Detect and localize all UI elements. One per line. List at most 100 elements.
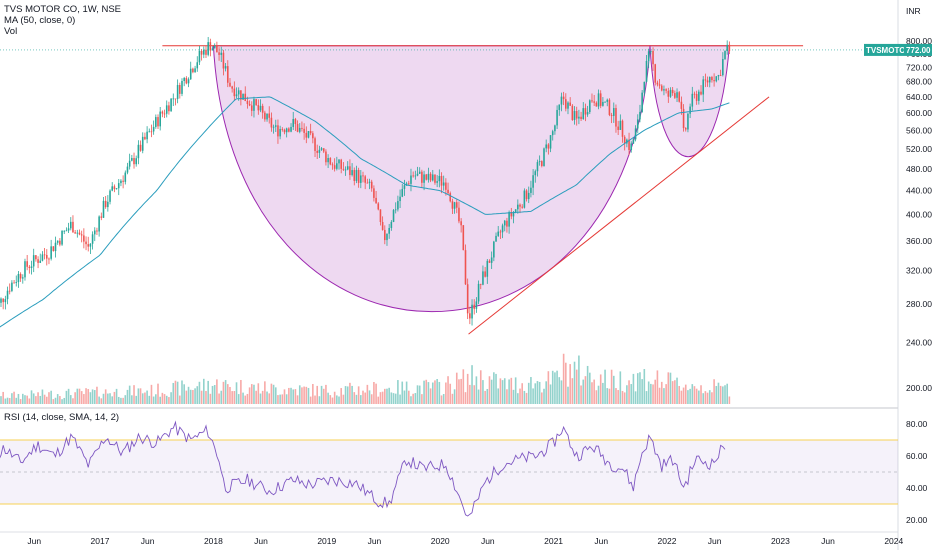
volume-bar [501, 380, 504, 404]
volume-bar [512, 389, 515, 404]
volume-bar [137, 388, 140, 404]
volume-bar [418, 385, 421, 404]
candle-body [455, 202, 458, 208]
volume-bar [547, 371, 550, 404]
price-tick-label: 320.00 [906, 265, 932, 275]
volume-bar [244, 395, 247, 404]
candle-body [650, 50, 652, 52]
candle-body [93, 230, 96, 235]
candle-body [194, 68, 196, 73]
candle-body [621, 120, 624, 137]
candle-body [384, 229, 386, 241]
volume-bar [375, 383, 377, 404]
volume-bar [517, 393, 519, 404]
candle-body [595, 102, 598, 107]
candle-body [370, 181, 373, 189]
candle-body [381, 221, 384, 230]
volume-bar [211, 385, 214, 404]
candle-body [545, 144, 547, 149]
candle-body [85, 241, 87, 245]
candle-body [322, 148, 325, 152]
volume-bar [351, 385, 353, 404]
candle-body [89, 243, 92, 247]
volume-bar [220, 390, 223, 404]
volume-bar [519, 388, 521, 404]
volume-bar [612, 375, 615, 404]
volume-bar [619, 371, 622, 404]
candle-body [486, 260, 489, 277]
volume-bar [484, 390, 486, 404]
candle-body [122, 180, 124, 182]
price-tick-label: 800.00 [906, 36, 932, 46]
volume-bar [161, 392, 164, 404]
volume-bar [141, 393, 144, 404]
legend-ma[interactable]: MA (50, close, 0) [4, 15, 76, 26]
volume-bar [85, 388, 87, 404]
candle-body [658, 84, 661, 86]
volume-bar [667, 372, 670, 404]
time-tick-label: 2022 [658, 536, 677, 546]
volume-bar [632, 373, 635, 404]
volume-bar [658, 387, 661, 404]
volume-bar [458, 379, 460, 404]
candle-body [292, 118, 295, 127]
candle-body [527, 192, 530, 200]
candle-body [272, 126, 275, 128]
candle-body [495, 235, 497, 242]
volume-bar [242, 392, 244, 404]
volume-bar [377, 396, 380, 404]
candle-body [80, 234, 83, 236]
legend-volume[interactable]: Vol [4, 26, 18, 37]
legend-rsi[interactable]: RSI (14, close, SMA, 14, 2) [4, 412, 120, 423]
candle-body [713, 80, 715, 82]
candle-body [179, 84, 181, 94]
candle-body [91, 234, 94, 244]
candle-body [497, 231, 500, 236]
volume-bar [189, 389, 192, 404]
volume-bar [124, 395, 127, 404]
price-tick-label: 600.00 [906, 108, 932, 118]
candle-body [464, 250, 467, 285]
volume-bar [453, 389, 456, 404]
volume-bar [13, 391, 15, 404]
candle-body [63, 230, 66, 232]
volume-bar [595, 390, 598, 404]
candle-body [224, 66, 227, 69]
volume-bar [493, 372, 495, 404]
volume-bar [344, 386, 347, 404]
candle-body [176, 84, 179, 99]
volume-bar [83, 394, 85, 404]
volume-bar [78, 388, 81, 404]
candle-body [368, 181, 371, 183]
candle-body [562, 96, 565, 100]
volume-bar [93, 390, 96, 404]
legend-symbol[interactable]: TVS MOTOR CO, 1W, NSE [4, 4, 122, 15]
volume-bar [268, 393, 271, 404]
volume-bar [113, 391, 116, 404]
candle-body [298, 127, 301, 132]
candle-body [687, 113, 689, 130]
volume-bar [250, 384, 253, 404]
candle-body [39, 260, 42, 263]
volume-bar [384, 388, 386, 404]
price-tick-label: 520.00 [906, 144, 932, 154]
volume-bar [187, 386, 190, 404]
candle-body [708, 77, 711, 83]
price-tick-label: 360.00 [906, 236, 932, 246]
volume-bar [689, 388, 691, 404]
rsi-tick-label: 60.00 [906, 451, 928, 461]
candle-body [28, 266, 31, 268]
candle-body [449, 193, 452, 202]
candle-body [117, 183, 120, 189]
candle-body [665, 89, 667, 91]
volume-bar [309, 396, 312, 404]
volume-bar [28, 398, 31, 404]
volume-bar [534, 383, 537, 404]
volume-bar [421, 394, 423, 404]
time-tick-label: 2020 [431, 536, 450, 546]
volume-bar [543, 388, 545, 404]
time-tick-label: Jun [481, 536, 495, 546]
